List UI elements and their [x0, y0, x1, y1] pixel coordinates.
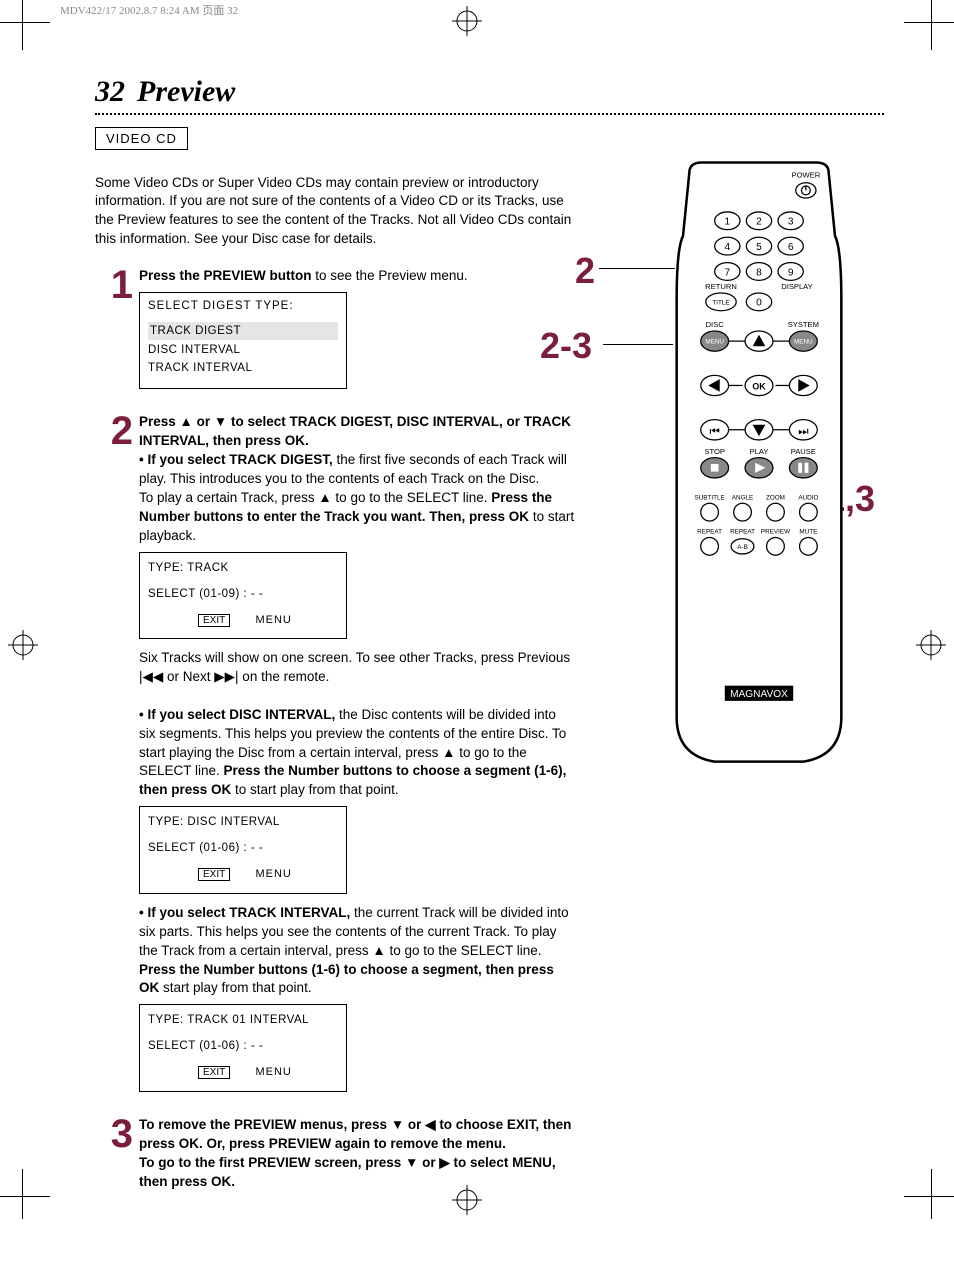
svg-text:SUBTITLE: SUBTITLE	[694, 494, 724, 501]
step-text: to start play from that point.	[231, 782, 398, 797]
svg-text:⏮: ⏮	[710, 426, 720, 438]
svg-text:POWER: POWER	[792, 171, 821, 180]
osd-box: TYPE: DISC INTERVAL SELECT (01-06) : - -…	[139, 806, 347, 894]
step-number: 1	[95, 267, 139, 399]
remote-illustration: POWER 1 2 3 4 5 6 7 8 9 0	[664, 160, 854, 773]
osd-row: TRACK DIGEST	[148, 322, 338, 340]
svg-text:ZOOM: ZOOM	[766, 494, 785, 501]
svg-text:1: 1	[725, 217, 731, 228]
step-body: Press the PREVIEW button to see the Prev…	[139, 267, 575, 399]
menu-label: MENU	[255, 868, 291, 880]
step-body: To remove the PREVIEW menus, press ▼ or …	[139, 1116, 575, 1192]
svg-text:TITLE: TITLE	[712, 299, 729, 306]
step-text: • If you select DISC INTERVAL,	[139, 707, 335, 722]
osd-row: SELECT (01-09) : - -	[148, 586, 338, 602]
svg-text:SYSTEM: SYSTEM	[788, 320, 819, 329]
svg-text:REPEAT: REPEAT	[730, 529, 755, 536]
step-text: Press the PREVIEW button	[139, 268, 312, 283]
svg-text:A-B: A-B	[737, 544, 748, 551]
osd-buttons: EXIT MENU	[148, 866, 338, 882]
svg-text:3: 3	[788, 217, 794, 228]
svg-text:OK: OK	[752, 381, 766, 391]
svg-text:MENU: MENU	[794, 339, 813, 346]
osd-box: SELECT DIGEST TYPE: TRACK DIGEST DISC IN…	[139, 292, 347, 389]
step: 2 Press ▲ or ▼ to select TRACK DIGEST, D…	[95, 413, 575, 1102]
osd-row: SELECT (01-06) : - -	[148, 1038, 338, 1054]
page-title: 32 Preview	[95, 75, 884, 109]
text-column: Some Video CDs or Super Video CDs may co…	[95, 160, 575, 1205]
svg-text:5: 5	[756, 242, 762, 253]
step: 3 To remove the PREVIEW menus, press ▼ o…	[95, 1116, 575, 1192]
step-text: • If you select TRACK INTERVAL,	[139, 905, 350, 920]
step-text: start play from that point.	[159, 980, 311, 995]
step: 1 Press the PREVIEW button to see the Pr…	[95, 267, 575, 399]
step-body: Press ▲ or ▼ to select TRACK DIGEST, DIS…	[139, 413, 575, 1102]
callout-number: 2-3	[540, 325, 592, 367]
step-text: • If you select TRACK DIGEST,	[139, 452, 333, 467]
exit-button: EXIT	[198, 614, 230, 627]
osd-row: TYPE: DISC INTERVAL	[148, 814, 338, 830]
step-text: To play a certain Track, press ▲ to go t…	[139, 490, 491, 505]
step-number: 2	[95, 413, 139, 1102]
osd-row: TRACK INTERVAL	[148, 360, 338, 376]
osd-box: TYPE: TRACK SELECT (01-09) : - - EXIT ME…	[139, 552, 347, 640]
menu-label: MENU	[255, 614, 291, 626]
osd-row: SELECT (01-06) : - -	[148, 840, 338, 856]
svg-text:DISPLAY: DISPLAY	[781, 282, 813, 291]
callout-number: 2	[575, 250, 595, 292]
svg-text:AUDIO: AUDIO	[798, 494, 818, 501]
osd-box: TYPE: TRACK 01 INTERVAL SELECT (01-06) :…	[139, 1004, 347, 1092]
osd-buttons: EXIT MENU	[148, 1064, 338, 1080]
page-title-text: Preview	[137, 75, 235, 108]
step-text: To remove the PREVIEW menus, press ▼ or …	[139, 1117, 571, 1151]
svg-text:6: 6	[788, 242, 794, 253]
osd-row: TYPE: TRACK	[148, 560, 338, 576]
svg-text:⏭: ⏭	[798, 426, 808, 438]
intro-text: Some Video CDs or Super Video CDs may co…	[95, 174, 575, 250]
svg-text:4: 4	[725, 242, 731, 253]
svg-text:MENU: MENU	[705, 339, 724, 346]
svg-text:MUTE: MUTE	[799, 529, 817, 536]
svg-text:REPEAT: REPEAT	[697, 529, 722, 536]
step-number: 3	[95, 1116, 139, 1192]
exit-button: EXIT	[198, 1066, 230, 1079]
svg-text:PAUSE: PAUSE	[791, 447, 816, 456]
menu-label: MENU	[255, 1066, 291, 1078]
svg-text:2: 2	[756, 217, 762, 228]
svg-text:DISC: DISC	[706, 320, 725, 329]
svg-text:9: 9	[788, 267, 794, 278]
svg-text:ANGLE: ANGLE	[732, 494, 753, 501]
exit-button: EXIT	[198, 868, 230, 881]
section-label: VIDEO CD	[95, 127, 188, 150]
step-text: Six Tracks will show on one screen. To s…	[139, 650, 570, 684]
svg-text:RETURN: RETURN	[705, 282, 737, 291]
osd-buttons: EXIT MENU	[148, 612, 338, 628]
step-text: to see the Preview menu.	[312, 268, 468, 283]
svg-text:STOP: STOP	[704, 447, 725, 456]
svg-text:0: 0	[756, 298, 762, 309]
remote-column: 2 2-3 1,3 POWER 1 2 3	[595, 160, 884, 1205]
svg-text:PLAY: PLAY	[750, 447, 769, 456]
svg-text:8: 8	[756, 267, 762, 278]
svg-text:PREVIEW: PREVIEW	[761, 529, 790, 536]
osd-row: TYPE: TRACK 01 INTERVAL	[148, 1012, 338, 1028]
svg-text:MAGNAVOX: MAGNAVOX	[730, 689, 788, 700]
step-text: To go to the first PREVIEW screen, press…	[139, 1155, 556, 1189]
callout-line	[603, 344, 673, 345]
page: 32Preview VIDEO CD Some Video CDs or Sup…	[0, 0, 954, 1255]
page-number: 32	[95, 75, 125, 108]
dotted-rule	[95, 113, 884, 115]
step-text: Press ▲ or ▼ to select TRACK DIGEST, DIS…	[139, 414, 571, 448]
osd-header: SELECT DIGEST TYPE:	[148, 298, 338, 314]
osd-row: DISC INTERVAL	[148, 342, 338, 358]
svg-text:7: 7	[725, 267, 731, 278]
remote-svg: POWER 1 2 3 4 5 6 7 8 9 0	[664, 160, 854, 768]
